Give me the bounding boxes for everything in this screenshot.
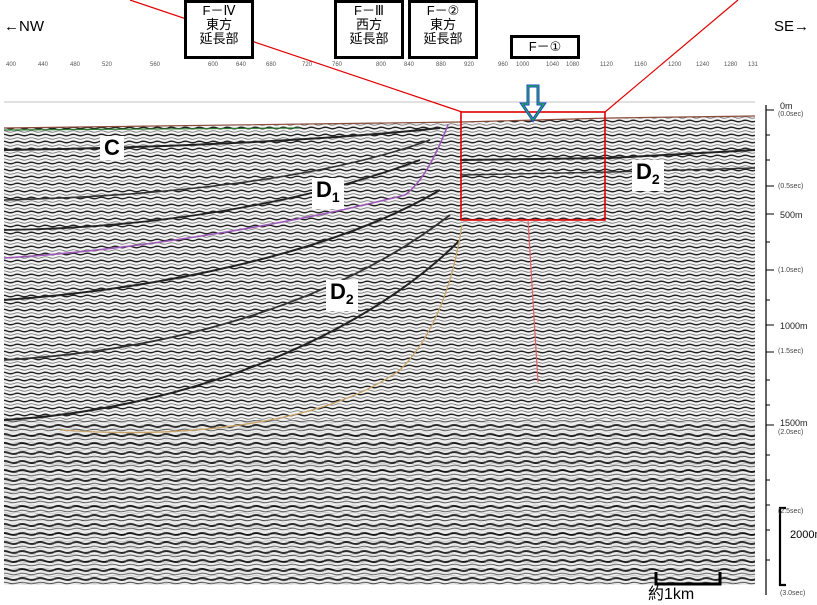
top-scale-tick: 1080 bbox=[566, 62, 580, 68]
fault-f4-east-extension-box: F－Ⅳ 東方 延長部 bbox=[184, 0, 254, 59]
time-label-3-0sec: (3.0sec) bbox=[780, 590, 806, 597]
sea-floor-line bbox=[3, 115, 756, 129]
fault-f3-extension: 延長部 bbox=[349, 31, 389, 46]
top-scale-tick: 560 bbox=[150, 62, 161, 68]
fault-f4-extension: 延長部 bbox=[199, 31, 239, 46]
top-scale-tick: 400 bbox=[6, 62, 17, 68]
fault-trace-line bbox=[527, 219, 539, 383]
top-scale-tick: 1160 bbox=[634, 62, 647, 68]
fault-location-arrow-icon bbox=[519, 84, 547, 123]
unit-label-d2-right: D2 bbox=[632, 160, 664, 191]
tan-horizon bbox=[59, 224, 463, 434]
fault-f1-box: F－① bbox=[510, 35, 580, 59]
top-scale-tick: 1280 bbox=[724, 62, 738, 68]
direction-nw-label: ←NW bbox=[4, 18, 44, 35]
fault-f4-name: F－Ⅳ bbox=[202, 3, 236, 18]
km-scale-label: 約1km bbox=[648, 586, 695, 603]
top-scale-tick: 960 bbox=[498, 62, 509, 68]
top-scale: 400 440 480 520 560 600 640 680 720 760 … bbox=[0, 62, 760, 72]
top-scale-tick: 680 bbox=[266, 62, 277, 68]
fault-f1-name: F－① bbox=[528, 39, 562, 54]
fault-f3-name: F－Ⅲ bbox=[354, 3, 384, 18]
top-scale-tick: 1040 bbox=[546, 62, 560, 68]
time-label-0-5sec: (0.5sec) bbox=[778, 183, 804, 190]
top-scale-tick: 1240 bbox=[696, 62, 710, 68]
fault-f4-direction: 東方 bbox=[205, 17, 232, 32]
time-label-2-5sec: (2.5sec) bbox=[778, 508, 804, 515]
time-label-1-5sec: (1.5sec) bbox=[778, 348, 804, 355]
direction-se-label: SE→ bbox=[774, 18, 810, 35]
time-label-1-0sec: (1.0sec) bbox=[778, 267, 804, 274]
depth-bracket-2000m bbox=[778, 506, 786, 587]
top-scale-tick: 800 bbox=[376, 62, 387, 68]
focus-rectangle bbox=[460, 111, 606, 221]
top-scale-tick: 1200 bbox=[668, 62, 682, 68]
time-label-2-0sec: (2.0sec) bbox=[778, 429, 804, 436]
unit-label-c: C bbox=[100, 136, 124, 160]
depth-label-2000m: 2000m bbox=[790, 529, 817, 541]
purple-horizon bbox=[3, 124, 449, 259]
fault-f2-east-extension-box: F－② 東方 延長部 bbox=[408, 0, 478, 59]
fault-f2-direction: 東方 bbox=[429, 17, 456, 32]
unit-label-d1: D1 bbox=[312, 178, 344, 209]
top-scale-tick: 760 bbox=[332, 62, 343, 68]
unit-label-d2-left: D2 bbox=[326, 280, 358, 311]
top-scale-tick: 520 bbox=[102, 62, 113, 68]
depth-label-0m: 0m bbox=[780, 101, 793, 111]
top-scale-tick: 840 bbox=[404, 62, 415, 68]
depth-label-500m: 500m bbox=[780, 210, 803, 220]
fault-f2-name: F－② bbox=[426, 3, 460, 18]
top-scale-tick: 720 bbox=[302, 62, 313, 68]
top-scale-tick: 1120 bbox=[600, 62, 613, 68]
top-scale-tick: 1000 bbox=[516, 62, 530, 68]
top-scale-tick: 640 bbox=[236, 62, 247, 68]
top-scale-tick: 920 bbox=[464, 62, 475, 68]
time-label-0sec: (0.0sec) bbox=[778, 111, 804, 118]
fault-f2-extension: 延長部 bbox=[423, 31, 463, 46]
top-scale-tick: 131 bbox=[748, 62, 759, 68]
fault-f3-west-extension-box: F－Ⅲ 西方 延長部 bbox=[334, 0, 404, 59]
top-scale-tick: 480 bbox=[70, 62, 81, 68]
red-guide-line-right bbox=[604, 0, 739, 113]
top-scale-tick: 440 bbox=[38, 62, 49, 68]
c-unit-top-line bbox=[3, 127, 301, 131]
depth-label-1500m: 1500m bbox=[780, 418, 808, 428]
km-scale-bar bbox=[654, 572, 722, 586]
depth-label-1000m: 1000m bbox=[780, 321, 808, 331]
top-scale-tick: 880 bbox=[436, 62, 447, 68]
top-scale-tick: 600 bbox=[208, 62, 219, 68]
fault-f3-direction: 西方 bbox=[355, 17, 382, 32]
